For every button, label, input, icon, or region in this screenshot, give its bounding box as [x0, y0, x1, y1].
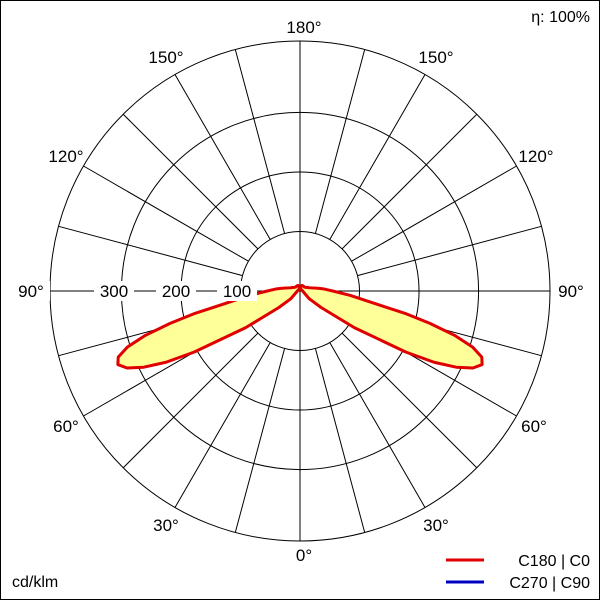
polar-spoke-15 [314, 348, 366, 533]
radial-tick-200: 200 [162, 282, 190, 301]
legend: C180 | C0 C270 | C90 [446, 553, 590, 592]
tick-100-background [217, 281, 257, 301]
polar-spoke-45 [341, 332, 478, 469]
polar-spoke-315 [122, 332, 259, 469]
angle-label-0: 0° [296, 546, 312, 565]
angle-label-120-left: 120° [48, 147, 83, 166]
polar-spoke-210 [174, 74, 271, 240]
unit-label: cd/klm [12, 574, 58, 591]
legend-label-c270-c90: C270 | C90 [509, 575, 590, 592]
tick-200-background [156, 281, 196, 301]
angle-label-150-left: 150° [148, 48, 183, 67]
angle-label-60-right: 60° [521, 417, 547, 436]
polar-spoke-240 [83, 165, 249, 262]
intensity-curve-series-1-right [298, 283, 484, 370]
angle-label-60-left: 60° [53, 417, 79, 436]
efficiency-label: η: 100% [531, 9, 590, 26]
polar-spoke-330 [174, 342, 271, 508]
polar-spoke-135 [341, 113, 478, 250]
polar-spoke-105 [357, 225, 542, 277]
angle-label-180: 180° [286, 18, 321, 37]
angle-label-90-left-background [12, 281, 50, 301]
angle-label-90-left: 90° [18, 282, 44, 301]
polar-spoke-195 [234, 49, 286, 234]
angle-label-90-right-background [552, 281, 590, 301]
angle-label-150-right: 150° [418, 48, 453, 67]
axis-labels: 100 200 300 180° 0° 90° 90° 150° 150° 12… [12, 9, 590, 591]
polar-spoke-165 [314, 49, 366, 234]
angle-label-120-right: 120° [518, 147, 553, 166]
radial-tick-300: 300 [100, 282, 128, 301]
polar-spoke-345 [234, 348, 286, 533]
polar-spoke-255 [58, 225, 243, 277]
polar-spoke-150 [329, 74, 426, 240]
angle-label-90-right: 90° [558, 282, 584, 301]
polar-spoke-225 [122, 113, 259, 250]
legend-label-c180-c0: C180 | C0 [518, 553, 590, 570]
radial-tick-100: 100 [223, 282, 251, 301]
angle-label-30-right: 30° [423, 516, 449, 535]
angle-label-30-left: 30° [153, 516, 179, 535]
polar-spoke-120 [351, 165, 517, 262]
tick-300-background [94, 281, 134, 301]
polar-spoke-30 [329, 342, 426, 508]
